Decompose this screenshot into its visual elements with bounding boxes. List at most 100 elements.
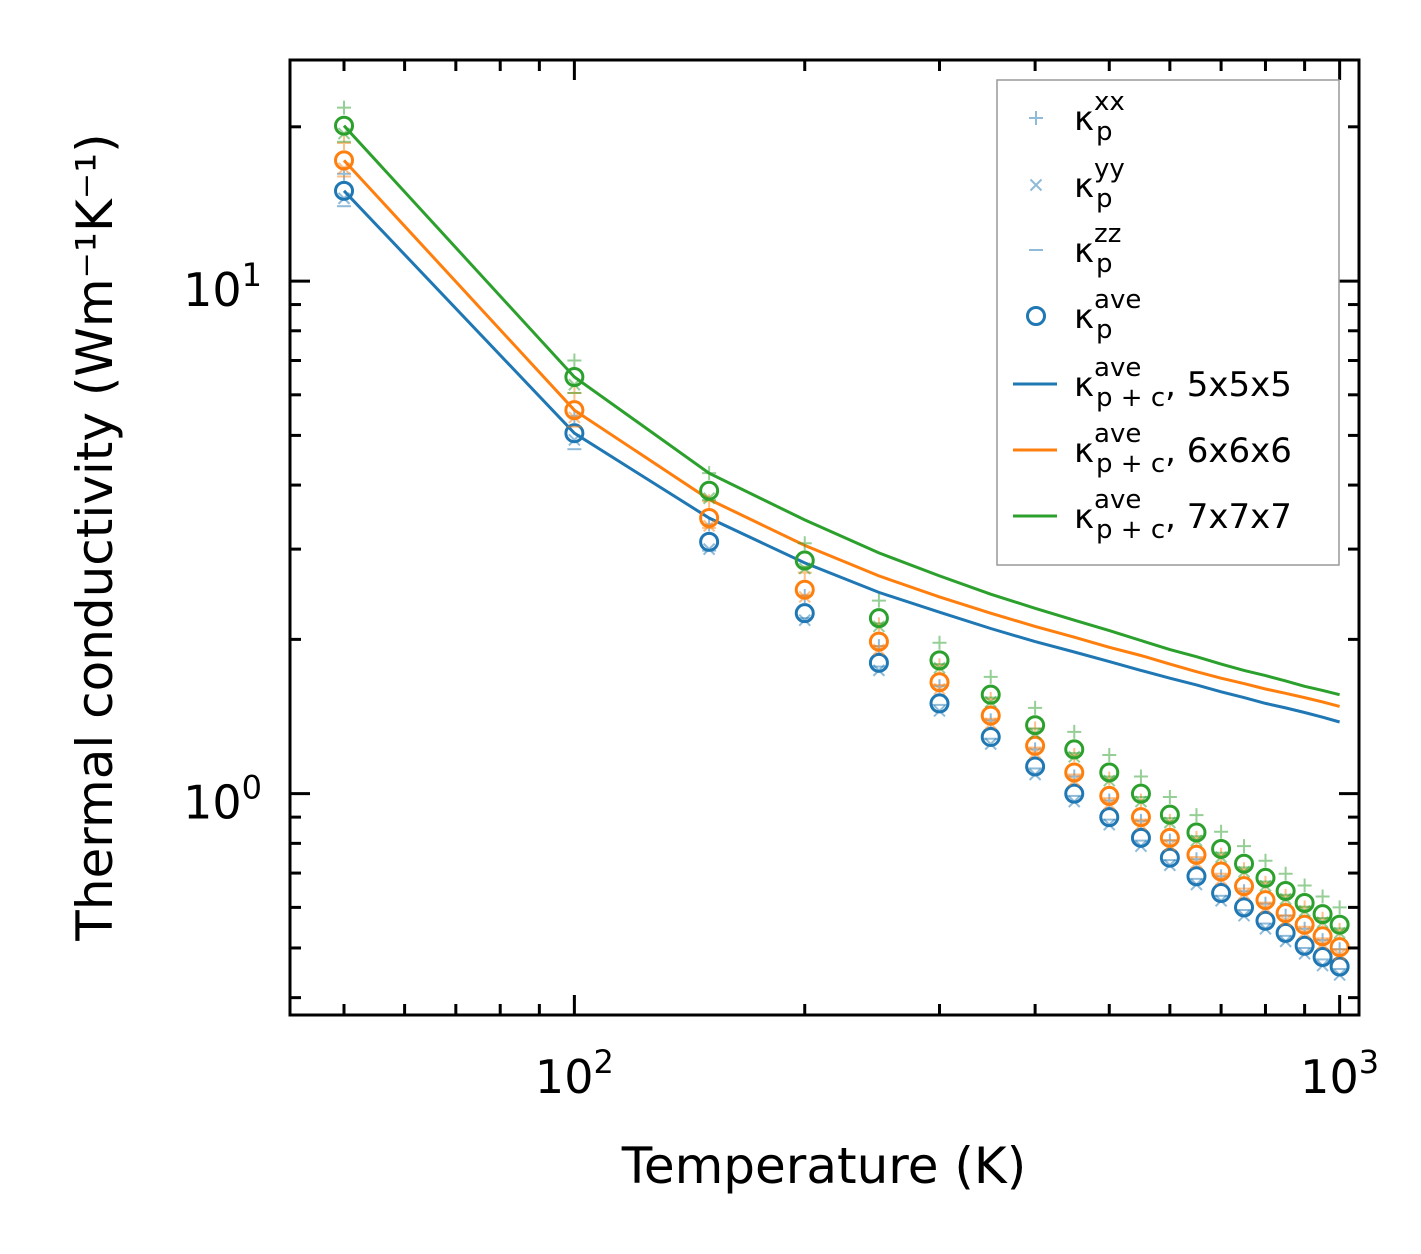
kappa-ave-point: [699, 531, 720, 552]
kappa-ave-point: [980, 684, 1001, 705]
kappa-ave-point: [1159, 804, 1180, 825]
kappa-ave-point: [1211, 883, 1232, 904]
y-axis-title: Thermal conductivity (Wm⁻¹K⁻¹): [66, 133, 124, 941]
legend-item: κave p + c, 7x7x7: [1013, 485, 1292, 545]
kappa-ave-point: [1255, 890, 1276, 911]
kappa-ave-point: [929, 650, 950, 671]
kappa-ave-point: [1159, 827, 1180, 848]
legend-item: κave p + c, 6x6x6: [1013, 419, 1292, 479]
kappa-ave-point: [1186, 844, 1207, 865]
kappa-ave-point: [334, 115, 355, 136]
kappa-xx-point: [983, 669, 998, 684]
kappa-ave-point: [1294, 892, 1315, 913]
kappa-xx-point: [932, 635, 947, 650]
kappa-yy-point: [568, 433, 581, 447]
kappa-ave-point: [1312, 904, 1333, 925]
legend-label: κyy p: [1074, 154, 1125, 214]
kappa-ave-point: [1275, 880, 1296, 901]
kappa-ave-point: [1329, 914, 1350, 935]
kappa-xx-point: [702, 466, 717, 481]
kappa-ave-point: [1130, 827, 1151, 848]
kappa-ave-point: [1130, 783, 1151, 804]
kappa-ave-point: [1159, 847, 1180, 868]
kappa-xx-point: [1214, 824, 1229, 839]
series-line-5x5x5: [342, 189, 1341, 724]
legend-label: κave p: [1074, 285, 1141, 345]
kappa-ave-point: [1255, 910, 1276, 931]
kappa-ave-point: [564, 400, 585, 421]
kappa-ave-point: [1025, 756, 1046, 777]
kappa-xx-point: [1102, 747, 1117, 762]
kappa-xx-point: [1133, 769, 1148, 784]
axes-frame: [288, 58, 1361, 1017]
series-7x7x7: [334, 100, 1350, 940]
kappa-xx-point: [1067, 724, 1082, 739]
legend-frame: [996, 79, 1340, 566]
kappa-xx-point: [337, 135, 352, 150]
kappa-xx-point: [1189, 808, 1204, 823]
legend-marker-x: [1029, 178, 1043, 192]
kappa-ave-point: [1211, 861, 1232, 882]
kappa-xx-point: [1237, 839, 1252, 854]
kappa-ave-point: [1186, 866, 1207, 887]
kappa-ave-point: [868, 608, 889, 629]
kappa-ave-point: [564, 366, 585, 387]
axis-tick-labels: 102 103 100 101: [183, 256, 1379, 1104]
kappa-ave-point: [794, 579, 815, 600]
kappa-ave-point: [1329, 956, 1350, 977]
kappa-ave-point: [1025, 735, 1046, 756]
series-line-6x6x6: [342, 159, 1340, 708]
kappa-ave-point: [1130, 807, 1151, 828]
x-axis-title: Temperature (K): [621, 1137, 1026, 1195]
kappa-ave-point: [699, 508, 720, 529]
legend-item: κzz p: [1029, 219, 1121, 279]
legend-label: κxx p: [1074, 87, 1125, 147]
y-tick-label: 101: [183, 256, 262, 317]
kappa-ave-point: [1025, 715, 1046, 736]
kappa-ave-point: [1294, 914, 1315, 935]
x-tick-label: 102: [535, 1043, 614, 1104]
legend-label: κave p + c, 5x5x5: [1074, 353, 1292, 413]
kappa-xx-point: [1297, 878, 1312, 893]
kappa-ave-point: [1275, 903, 1296, 924]
y-tick-label: 100: [183, 769, 262, 830]
kappa-xx-point: [702, 494, 717, 509]
legend-marker-circle: [1026, 306, 1046, 326]
kappa-ave-point: [980, 705, 1001, 726]
kappa-ave-point: [1099, 807, 1120, 828]
kappa-ave-point: [1234, 897, 1255, 918]
legend-item: κxx p: [1029, 87, 1125, 147]
kappa-ave-point: [1186, 822, 1207, 843]
kappa-ave-point: [868, 631, 889, 652]
kappa-ave-point: [699, 480, 720, 501]
kappa-ave-point: [1211, 838, 1232, 859]
x-tick-label: 103: [1300, 1043, 1379, 1104]
kappa-ave-point: [1064, 783, 1085, 804]
kappa-ave-point: [1234, 853, 1255, 874]
kappa-xx-point: [797, 536, 812, 551]
kappa-ave-point: [794, 550, 815, 571]
kappa-xx-point: [1278, 866, 1293, 881]
kappa-xx-point: [567, 353, 582, 368]
kappa-xx-point: [1315, 889, 1330, 904]
kappa-ave-point: [1234, 876, 1255, 897]
kappa-xx-point: [1332, 900, 1347, 915]
kappa-ave-point: [1255, 867, 1276, 888]
kappa-ave-point: [1064, 762, 1085, 783]
series-line-7x7x7: [342, 124, 1340, 697]
kappa-ave-point: [929, 672, 950, 693]
axis-ticks: [290, 60, 1359, 1015]
kappa-ave-point: [794, 603, 815, 624]
kappa-ave-point: [334, 180, 355, 201]
kappa-ave-point: [334, 150, 355, 171]
kappa-ave-point: [564, 423, 585, 444]
kappa-xx-point: [1162, 790, 1177, 805]
kappa-ave-point: [1312, 947, 1333, 968]
kappa-ave-point: [1099, 785, 1120, 806]
kappa-ave-point: [1275, 922, 1296, 943]
kappa-xx-point: [337, 100, 352, 115]
legend-item: κave p + c, 5x5x5: [1013, 353, 1292, 413]
kappa-ave-point: [1099, 762, 1120, 783]
